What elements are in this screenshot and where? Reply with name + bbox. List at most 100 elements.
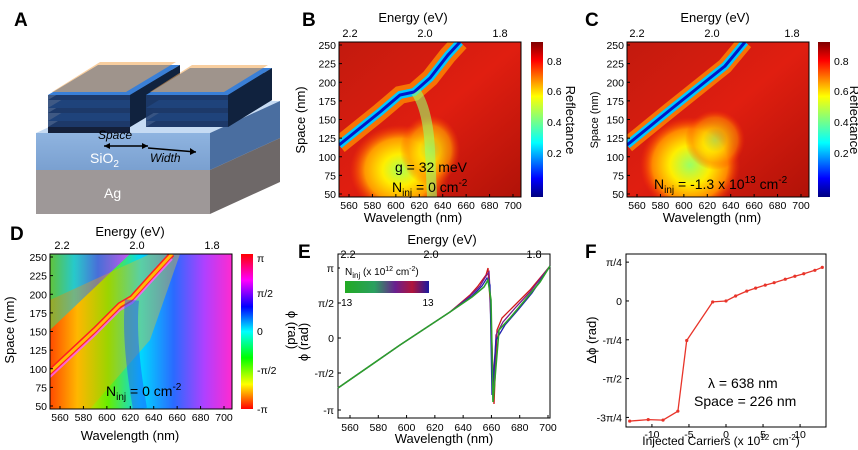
y-tick-label: -π [323, 405, 334, 417]
panel-c-x-label: Wavelength (nm) [663, 210, 762, 225]
x-tick-label: 640 [434, 200, 452, 212]
data-point [676, 409, 680, 413]
data-point [754, 286, 758, 290]
y-tick-label: π/4 [606, 257, 622, 269]
colorbar-tick-label: 0.4 [834, 117, 849, 129]
panel-d-top-tick-3: 1.8 [204, 240, 219, 252]
x-tick-label: 600 [398, 422, 416, 434]
panel-d-colorbar [241, 254, 253, 409]
y-tick-label: 100 [29, 364, 47, 376]
panel-b-density-label: Ninj = 0 cm-2 [392, 178, 468, 199]
y-tick-label: 50 [35, 401, 47, 413]
x-tick-label: 600 [387, 200, 405, 212]
panel-e-legend-max: 13 [422, 298, 434, 309]
x-tick-label: 620 [426, 422, 444, 434]
y-tick-label: -π/2 [603, 374, 623, 386]
x-tick-label: 620 [122, 412, 140, 424]
panel-e-top-axis-label: Energy (eV) [407, 232, 476, 247]
data-point [628, 419, 632, 423]
y-tick-label: 125 [29, 345, 47, 357]
colorbar-tick-label: 0.4 [547, 117, 562, 129]
colorbar-tick-label: π/2 [257, 288, 273, 300]
x-tick-label: 660 [457, 200, 475, 212]
panel-c: C 560 580 600 620 640 660 680 700 250 225 200 175 15… [585, 10, 858, 225]
y-tick-label: 250 [318, 40, 336, 52]
panel-d-density-label: Ninj = 0 cm-2 [106, 382, 182, 403]
y-tick-label: 100 [318, 152, 336, 164]
panel-f-letter: F [585, 242, 597, 263]
data-point [734, 294, 738, 298]
x-tick-label: 700 [504, 200, 522, 212]
x-tick-label: 5 [760, 429, 766, 441]
x-tick-label: 700 [539, 422, 557, 434]
x-tick-label: -5 [684, 429, 693, 441]
panel-d-heatmap [50, 254, 232, 409]
data-point [646, 417, 650, 422]
panel-f-x-label: Injected Carriers (x 1012 cm-2) [642, 433, 799, 448]
panel-c-top-tick-1: 2.2 [629, 28, 644, 40]
x-tick-label: -10 [644, 429, 659, 441]
x-tick-label: 700 [215, 412, 233, 424]
x-tick-label: 660 [483, 422, 501, 434]
x-tick-label: 580 [75, 412, 93, 424]
panel-f-y-label: Δϕ (rad) [584, 316, 599, 363]
silver-layer-front [36, 170, 210, 214]
panel-b-top-tick-1: 2.2 [342, 28, 357, 40]
y-tick-label: 75 [35, 382, 47, 394]
panel-c-heatmap [627, 42, 809, 197]
y-tick-label: 250 [29, 252, 47, 264]
y-tick-label: π/2 [318, 298, 334, 310]
colorbar-tick-label: -π/2 [257, 365, 277, 377]
y-tick-label: 50 [612, 189, 624, 201]
panel-e-curves [337, 265, 551, 405]
colorbar-tick-label: 0.2 [547, 148, 562, 160]
x-tick-label: 680 [769, 200, 787, 212]
width-arrow [147, 147, 197, 153]
panel-f-axes: -10 -5 0 5 10 π/4 0 -π/4 -π/2 -3π/4 [597, 257, 806, 441]
x-tick-label: 560 [341, 422, 359, 434]
data-point [711, 300, 715, 304]
panel-b-colorbar [531, 42, 543, 197]
panel-c-y-label: Space (nm) [589, 92, 601, 149]
x-tick-label: 600 [98, 412, 116, 424]
y-tick-label: 75 [612, 170, 624, 182]
panel-d-colorbar-label: ϕ (rad) [285, 311, 300, 349]
x-tick-label: 680 [481, 200, 499, 212]
x-tick-label: 560 [628, 200, 646, 212]
y-tick-label: 175 [29, 308, 47, 320]
colorbar-tick-label: 0.6 [547, 86, 562, 98]
y-tick-label: -3π/4 [597, 412, 622, 424]
panel-d-top-tick-1: 2.2 [54, 240, 69, 252]
colorbar-tick-label: -π [257, 404, 268, 416]
x-tick-label: 660 [745, 200, 763, 212]
panel-c-density-label: Ninj = -1.3 x 1013 cm-2 [654, 175, 788, 196]
colorbar-tick-label: 0.6 [834, 86, 849, 98]
y-tick-label: 50 [324, 189, 336, 201]
panel-b: B 560 580 600 620 640 660 680 700 250 225 200 175 15… [293, 10, 578, 225]
panel-e-top-tick-2: 2.0 [423, 249, 438, 261]
panel-b-top-tick-2: 2.0 [417, 28, 432, 40]
panel-b-colorbar-label: Reflectance [563, 86, 578, 155]
panel-d-y-label: Space (nm) [2, 296, 17, 363]
data-point [685, 338, 689, 343]
colorbar-tick-label: 0.8 [834, 56, 849, 68]
panel-c-top-tick-2: 2.0 [704, 28, 719, 40]
panel-e-legend-min: -13 [338, 298, 353, 309]
right-stack [146, 65, 272, 127]
panel-e-top-tick-1: 2.2 [340, 249, 355, 261]
panel-e-y-label: ϕ (rad) [296, 323, 311, 361]
panel-b-x-label: Wavelength (nm) [364, 210, 463, 225]
y-tick-label: 0 [616, 296, 622, 308]
panel-e-letter: E [298, 242, 311, 263]
space-label: Space [98, 128, 132, 142]
panel-f-plot-area [625, 253, 827, 428]
x-tick-label: 680 [511, 422, 529, 434]
y-tick-label: -π/2 [315, 368, 335, 380]
panel-a: A [14, 10, 280, 214]
silver-layer-side [210, 138, 280, 214]
panel-e-top-tick-3: 1.8 [526, 249, 541, 261]
panel-c-top-axis-label: Energy (eV) [680, 10, 749, 25]
y-tick-label: 200 [318, 77, 336, 89]
panel-d: D 560 580 600 620 640 660 680 700 250 225 200 175 15… [2, 224, 300, 443]
y-tick-label: 225 [318, 59, 336, 71]
